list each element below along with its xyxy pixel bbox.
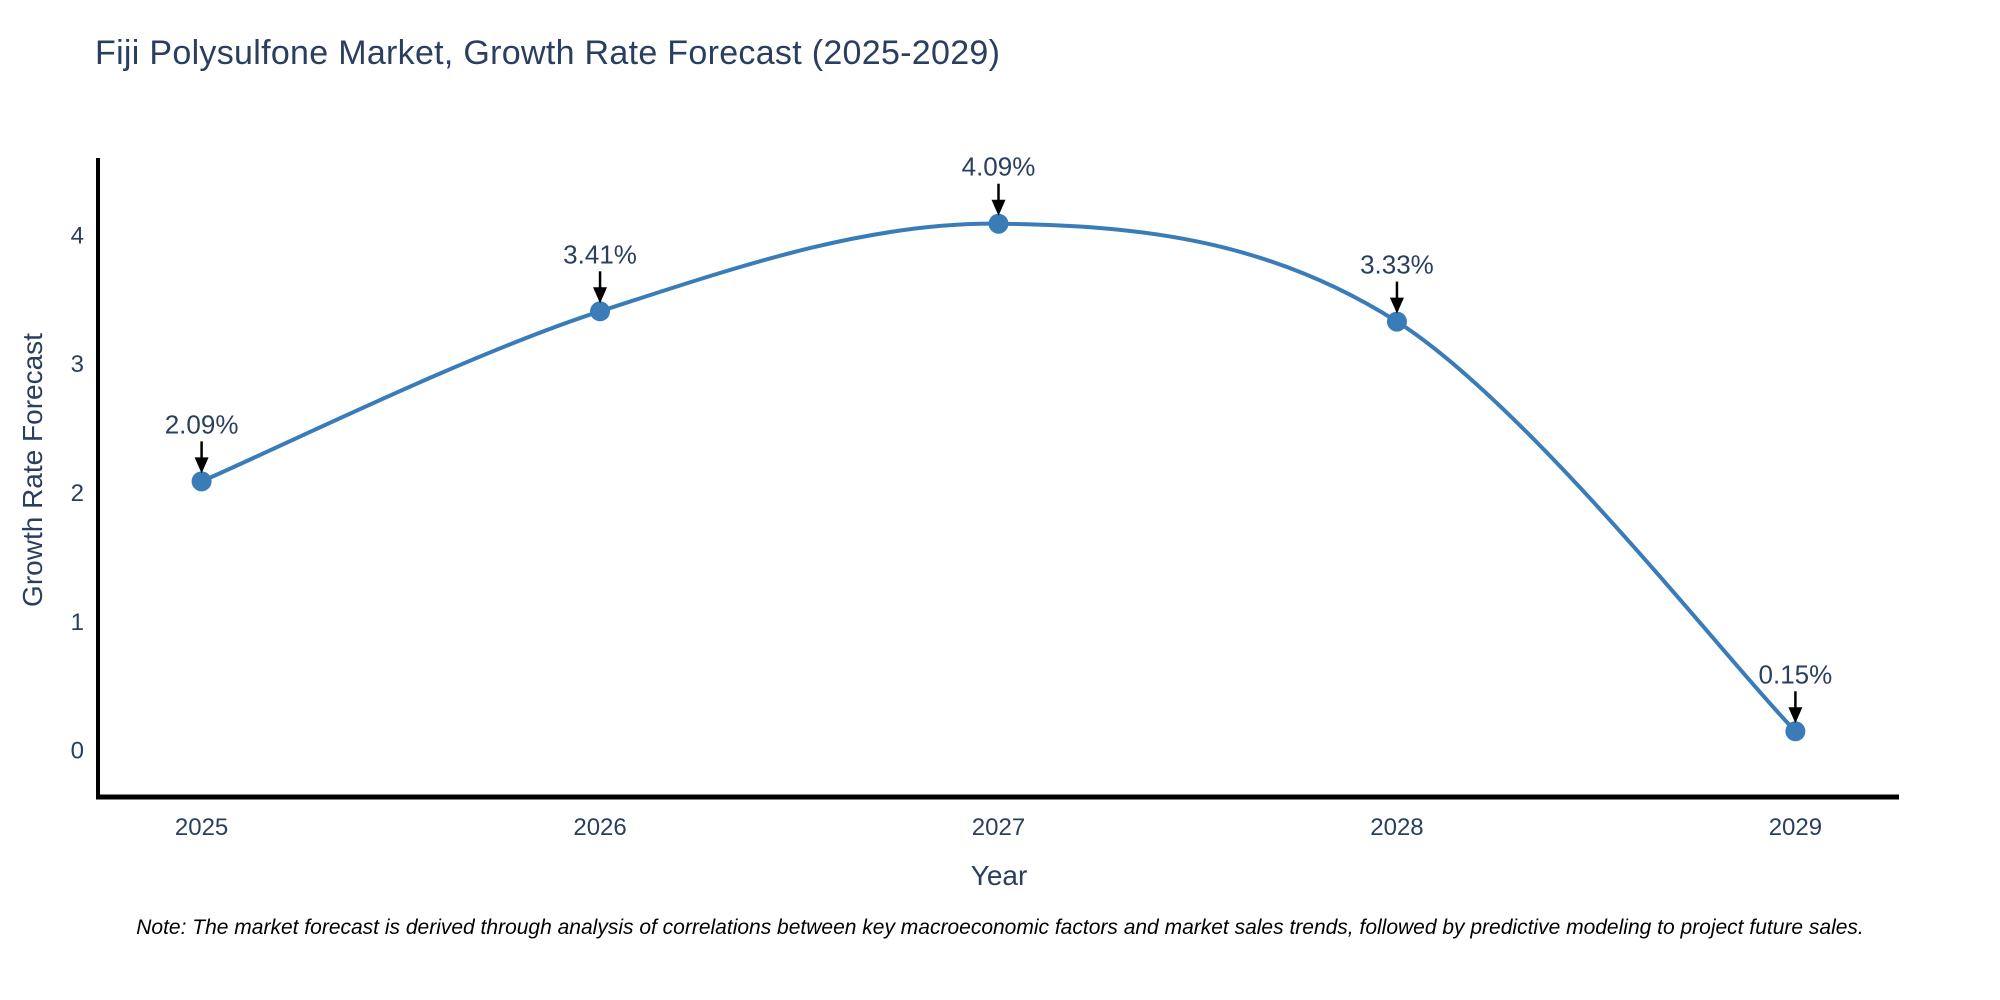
y-axis-ticks: 0 1 2 3 4	[71, 222, 84, 764]
x-axis-ticks: 2025 2026 2027 2028 2029	[175, 814, 1822, 841]
y-axis-title: Growth Rate Forecast	[17, 333, 48, 607]
y-tick-2: 2	[71, 480, 84, 507]
point-annotations: 2.09% 3.41% 4.09% 3.33% 0.15%	[165, 152, 1833, 724]
forecast-curve	[199, 221, 1798, 734]
annotation-arrowhead-icon	[991, 199, 1006, 216]
data-point-2025	[191, 471, 212, 492]
x-tick-2027: 2027	[972, 814, 1025, 841]
annotation-arrowhead-icon	[194, 457, 209, 474]
y-tick-4: 4	[71, 222, 84, 249]
annotation-label: 2.09%	[165, 409, 239, 439]
footnote: Note: The market forecast is derived thr…	[136, 916, 1864, 939]
annotation-arrowhead-icon	[1389, 297, 1404, 314]
y-tick-0: 0	[71, 738, 84, 765]
data-point-2027	[988, 213, 1009, 234]
x-tick-2026: 2026	[573, 814, 626, 841]
annotation-2029: 0.15%	[1759, 659, 1833, 724]
annotation-2027: 4.09%	[962, 152, 1036, 216]
data-point-2026	[590, 301, 611, 322]
data-point-2028	[1386, 311, 1407, 332]
trend-line	[199, 221, 1798, 734]
y-tick-1: 1	[71, 609, 84, 636]
annotation-2025: 2.09%	[165, 409, 239, 474]
x-tick-2028: 2028	[1370, 814, 1423, 841]
annotation-label: 3.41%	[563, 239, 637, 269]
y-tick-3: 3	[71, 351, 84, 378]
annotation-label: 3.33%	[1360, 250, 1434, 280]
axis-spines	[96, 158, 1899, 800]
annotation-label: 4.09%	[962, 152, 1036, 182]
annotation-2026: 3.41%	[563, 239, 637, 304]
annotation-2028: 3.33%	[1360, 250, 1434, 314]
x-tick-2029: 2029	[1769, 814, 1822, 841]
x-tick-2025: 2025	[175, 814, 228, 841]
data-point-2029	[1785, 721, 1806, 742]
annotation-label: 0.15%	[1759, 659, 1833, 689]
data-points	[191, 213, 1806, 742]
x-axis-title: Year	[970, 860, 1028, 891]
annotation-arrowhead-icon	[593, 287, 608, 304]
annotation-arrowhead-icon	[1788, 707, 1803, 724]
chart-title: Fiji Polysulfone Market, Growth Rate For…	[95, 34, 1001, 72]
